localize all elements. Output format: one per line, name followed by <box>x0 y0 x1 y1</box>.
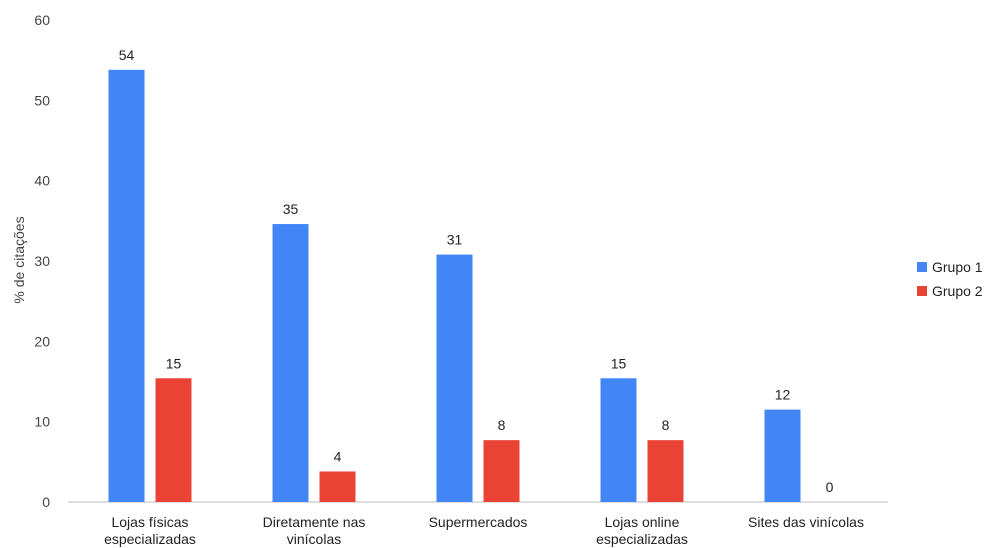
legend-label: Grupo 2 <box>932 283 983 299</box>
data-label: 0 <box>826 479 834 495</box>
bar <box>764 409 801 502</box>
bar <box>647 440 684 502</box>
data-label: 31 <box>447 232 463 248</box>
data-labels: 54 15 35 4 31 8 15 8 12 0 <box>119 47 834 495</box>
y-tick-label: 10 <box>34 414 50 430</box>
legend-swatch <box>917 286 927 296</box>
bar <box>155 378 192 502</box>
y-tick-label: 20 <box>34 333 50 349</box>
y-tick-label: 30 <box>34 253 50 269</box>
category-label: Lojas físicas especializadas <box>104 514 196 547</box>
data-label: 12 <box>775 387 791 403</box>
data-label: 15 <box>611 355 627 371</box>
category-label: Supermercados <box>429 514 528 530</box>
bar <box>319 471 356 502</box>
bar <box>108 69 145 502</box>
category-label: Sites das vinícolas <box>748 514 864 530</box>
bar <box>436 254 473 502</box>
data-label: 4 <box>334 448 342 464</box>
data-label: 35 <box>283 201 299 217</box>
data-label: 15 <box>166 355 182 371</box>
y-tick-label: 60 <box>34 12 50 28</box>
data-label: 54 <box>119 47 135 63</box>
category-label: Lojas online especializadas <box>596 514 688 547</box>
category-label: Diretamente nas vinícolas <box>263 514 366 547</box>
y-axis-label: % de citações <box>11 216 27 303</box>
bar <box>272 224 309 502</box>
y-tick-label: 40 <box>34 173 50 189</box>
y-tick-label: 50 <box>34 92 50 108</box>
y-axis-ticks: 0 10 20 30 40 50 60 <box>34 12 50 510</box>
y-tick-label: 0 <box>42 494 50 510</box>
data-label: 8 <box>662 417 670 433</box>
data-label: 8 <box>498 417 506 433</box>
legend-swatch <box>917 262 927 272</box>
legend: Grupo 1 Grupo 2 <box>917 259 983 299</box>
category-labels: Lojas físicas especializadas Diretamente n… <box>104 514 864 547</box>
bar <box>600 378 637 502</box>
bar <box>483 440 520 502</box>
bars <box>108 69 801 502</box>
legend-label: Grupo 1 <box>932 259 983 275</box>
